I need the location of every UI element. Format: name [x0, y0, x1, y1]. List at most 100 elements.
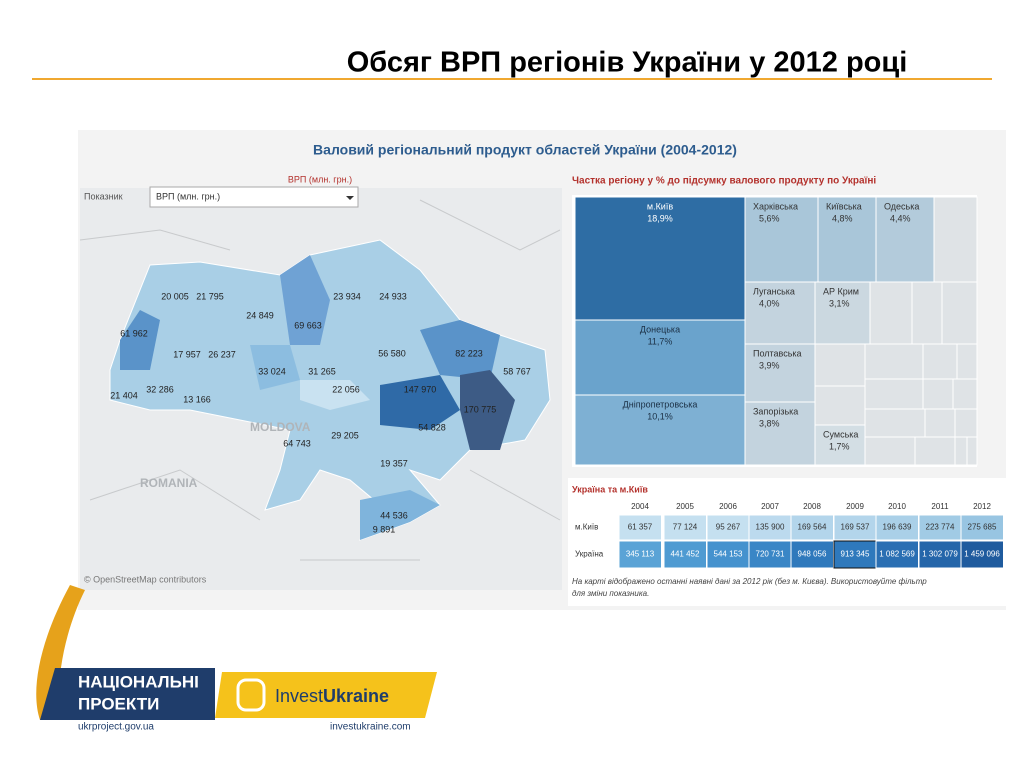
table-cell	[960, 514, 1004, 541]
data-table: Україна та м.Київ 2004 2005 2006 2007 2008 20…	[568, 478, 1006, 606]
treemap-cell	[914, 436, 956, 466]
treemap-cell	[875, 196, 935, 283]
region-value: 17 957	[173, 349, 201, 359]
treemap-cell	[864, 343, 924, 380]
region-value: 64 743	[283, 438, 311, 448]
cell-value: 1 082 569	[879, 550, 915, 559]
table-cell	[790, 540, 834, 569]
logo-swoosh	[36, 585, 85, 720]
cell-share: 3,8%	[759, 418, 780, 428]
region-value: 21 795	[196, 291, 224, 301]
region	[120, 310, 160, 370]
region-value: 31 265	[308, 366, 336, 376]
filter-value: ВРП (млн. грн.)	[156, 191, 220, 201]
logo-text: Ukraine	[323, 686, 389, 706]
cell-share: 18,9%	[647, 213, 673, 223]
table-cell	[663, 514, 707, 541]
logo-icon	[236, 678, 266, 712]
logo-url: ukrproject.gov.ua	[78, 722, 154, 733]
column-header: 2006	[719, 502, 737, 511]
cell-share: 3,1%	[829, 298, 850, 308]
logo-url: investukraine.com	[330, 722, 411, 733]
treemap-cell	[744, 196, 819, 283]
table-cell	[663, 540, 707, 569]
region	[460, 370, 515, 450]
treemap-cell	[864, 408, 926, 438]
region	[250, 345, 300, 390]
table-cell	[706, 540, 750, 569]
row-header: Україна	[575, 550, 604, 559]
cell-value: 196 639	[883, 523, 912, 532]
cell-value: 223 774	[926, 523, 955, 532]
cell-name: Сумська	[823, 429, 858, 439]
region-value: 29 205	[331, 430, 359, 440]
region-value: 44 536	[380, 510, 408, 520]
treemap-cell	[814, 281, 871, 345]
cell-value: 948 056	[798, 550, 827, 559]
region	[380, 375, 460, 430]
filter-dropdown[interactable]	[149, 186, 359, 208]
region-value: 21 404	[110, 390, 138, 400]
region-value: 22 056	[332, 384, 360, 394]
region	[420, 320, 500, 380]
treemap-cell	[924, 408, 956, 438]
column-header: 2004	[631, 502, 649, 511]
treemap-cell	[817, 196, 877, 283]
region-value: 13 166	[183, 394, 211, 404]
logo-text: НАЦІОНАЛЬНІ	[78, 672, 199, 691]
treemap-cell	[574, 394, 746, 466]
treemap-cell	[941, 281, 978, 345]
table-cell	[790, 514, 834, 541]
treemap: Частка регіону у % до підсумку валового …	[572, 176, 978, 467]
cell-share: 4,8%	[832, 213, 853, 223]
region-value: 170 775	[464, 404, 497, 414]
slide-title: Обсяг ВРП регіонів України у 2012 році	[347, 47, 908, 79]
region-value: 58 767	[503, 366, 531, 376]
treemap-cell	[814, 343, 866, 387]
cell-share: 4,4%	[890, 213, 911, 223]
table-title: Україна та м.Київ	[572, 484, 648, 494]
region-value: 26 237	[208, 349, 236, 359]
cell-name: Харківська	[753, 201, 798, 211]
map-borders	[79, 199, 561, 561]
region-value: 20 005	[161, 291, 189, 301]
treemap-cell	[814, 424, 866, 466]
table-cell	[706, 514, 750, 541]
region-value: 32 286	[146, 384, 174, 394]
table-cell	[918, 514, 962, 541]
treemap-cell	[954, 436, 968, 466]
column-header: 2008	[803, 502, 821, 511]
cell-name: АР Крим	[823, 286, 859, 296]
logos: НАЦІОНАЛЬНІ ПРОЕКТИ ukrproject.gov.ua In…	[36, 585, 437, 733]
cell-value: 1 459 096	[964, 550, 1000, 559]
cell-name: Луганська	[753, 286, 795, 296]
cell-share: 5,6%	[759, 213, 780, 223]
treemap-cell	[744, 343, 816, 403]
dropdown-arrow	[346, 196, 354, 200]
row-header: м.Київ	[575, 523, 598, 532]
logo-text: ПРОЕКТИ	[78, 694, 159, 713]
cell-value: 720 731	[756, 550, 785, 559]
column-header: 2011	[931, 502, 949, 511]
cell-name: Полтавська	[753, 348, 802, 358]
treemap-title: Частка регіону у % до підсумку валового …	[572, 176, 876, 187]
cell-value: 544 153	[714, 550, 743, 559]
dashboard-title: Валовий регіональний продукт областей Ук…	[313, 142, 737, 158]
region-value: 23 934	[333, 291, 361, 301]
column-header: 2010	[888, 502, 906, 511]
treemap-cell	[864, 436, 916, 466]
cell-value: 77 124	[673, 523, 698, 532]
cell-value: 135 900	[756, 523, 785, 532]
logo-invest	[215, 672, 437, 718]
cell-share: 4,0%	[759, 298, 780, 308]
treemap-cell	[954, 408, 978, 438]
treemap-cell	[966, 436, 978, 466]
logo-text: Invest	[275, 686, 323, 706]
region	[360, 490, 440, 540]
treemap-cell	[869, 281, 913, 345]
cell-value: 169 564	[798, 523, 827, 532]
country-label: ROMANIA	[140, 476, 198, 490]
logo-text: InvestUkraine	[275, 686, 389, 706]
cell-value: 345 113	[626, 550, 655, 559]
cell-value: 1 302 079	[922, 550, 958, 559]
